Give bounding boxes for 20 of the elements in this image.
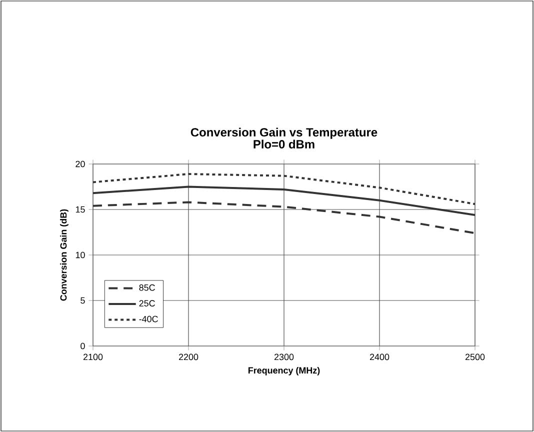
chart-subtitle: Plo=0 dBm xyxy=(254,140,314,148)
x-tick-label: 2400 xyxy=(370,354,390,360)
legend-label: 85C xyxy=(139,284,155,291)
x-tick-label: 2200 xyxy=(178,354,198,360)
x-axis-title: Frequency (MHz) xyxy=(248,366,320,376)
legend-label: -40C xyxy=(139,316,158,322)
y-axis-title: Conversion Gain (dB) xyxy=(60,209,68,301)
line-series xyxy=(93,201,475,234)
x-tick-label: 2300 xyxy=(274,354,294,360)
x-tick-label: 2500 xyxy=(465,354,485,360)
y-tick-label: 0 xyxy=(80,342,85,350)
chart-title: Conversion Gain vs Temperature xyxy=(190,128,378,139)
line-series xyxy=(93,186,475,216)
x-tick-label: 2100 xyxy=(83,354,103,360)
y-tick-label: 10 xyxy=(76,252,85,258)
y-tick-label: 15 xyxy=(76,206,85,213)
y-tick-label: 5 xyxy=(80,297,85,304)
line-series xyxy=(93,173,475,206)
legend-label: 25C xyxy=(139,300,155,306)
y-tick-label: 20 xyxy=(76,160,85,168)
